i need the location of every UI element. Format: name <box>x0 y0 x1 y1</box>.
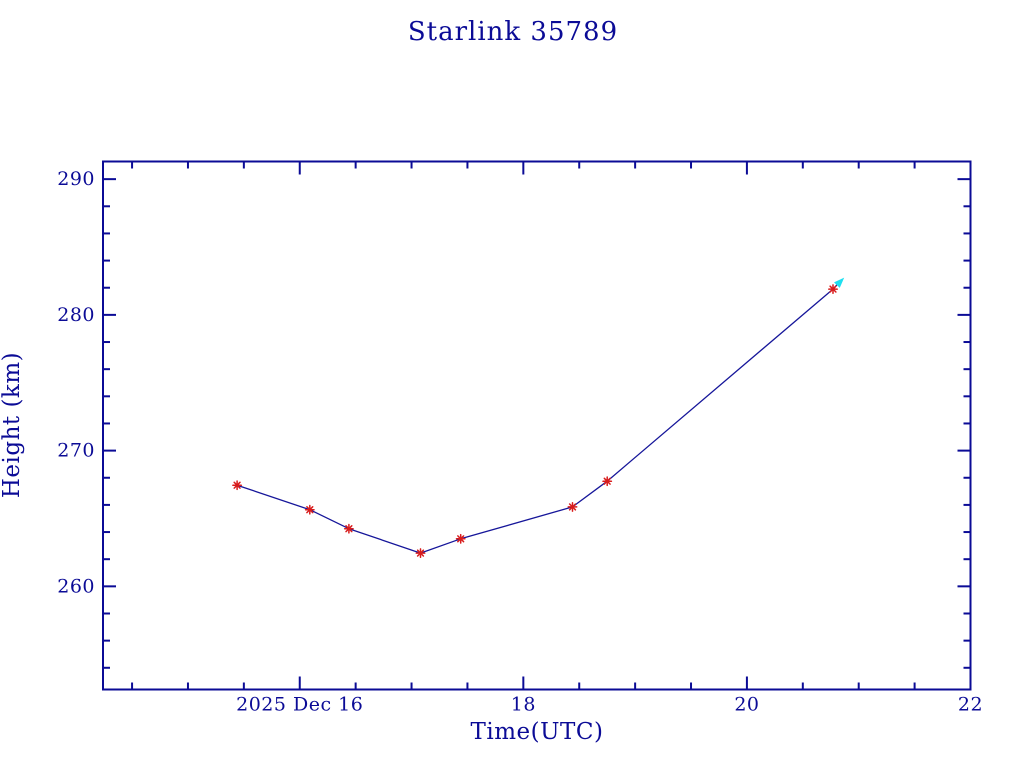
plot-border <box>102 160 972 691</box>
marker-ray <box>457 535 465 543</box>
x-tick-label: 22 <box>958 694 983 716</box>
data-point-marker <box>828 284 838 295</box>
x-tick-label: 2025 Dec 16 <box>236 694 363 716</box>
y-tick-label: 280 <box>57 304 95 326</box>
data-point-marker <box>415 548 426 559</box>
data-point-marker <box>455 533 466 544</box>
axis-tick-labels: 2025 Dec 16 18 20 22 260 270 280 290 <box>57 168 983 716</box>
data-point-marker <box>567 501 578 512</box>
marker-ray <box>233 481 241 489</box>
marker-ray <box>345 525 353 533</box>
marker-ray <box>829 285 837 293</box>
plot-axes <box>102 160 972 691</box>
x-axis-title: Time(UTC) <box>471 719 604 745</box>
direction-arrow <box>834 277 845 288</box>
data-point-markers <box>232 284 838 559</box>
x-tick-label: 20 <box>734 694 759 716</box>
data-point-marker <box>232 480 243 491</box>
data-point-marker <box>343 523 354 534</box>
chart-title: Starlink 35789 <box>408 17 618 47</box>
data-point-marker <box>304 504 315 515</box>
marker-ray <box>603 477 611 485</box>
y-tick-label: 260 <box>57 575 95 597</box>
data-point-marker <box>602 476 613 487</box>
marker-ray <box>416 549 425 557</box>
arrow-head-marker <box>834 277 845 288</box>
data-series <box>236 279 843 554</box>
y-tick-label: 290 <box>57 168 95 190</box>
marker-ray <box>306 506 314 514</box>
y-axis-title: Height (km) <box>0 352 25 498</box>
x-tick-label: 18 <box>511 694 536 716</box>
y-tick-label: 270 <box>57 440 95 462</box>
marker-ray <box>568 503 577 511</box>
height-line <box>236 279 843 554</box>
